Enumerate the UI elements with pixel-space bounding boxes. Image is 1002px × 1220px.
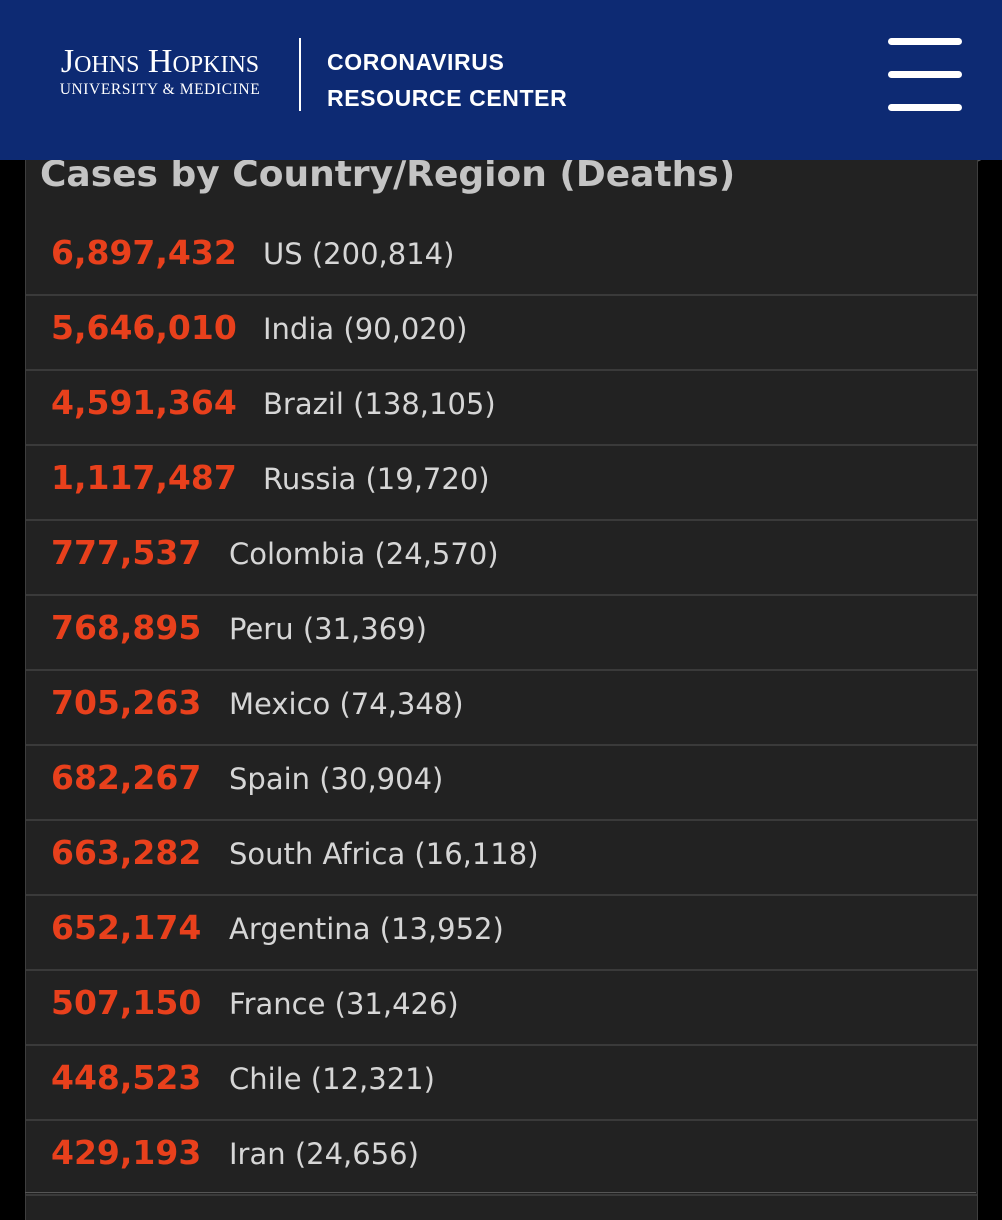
country-row[interactable]: 1,117,487 Russia (19,720) (26, 446, 977, 521)
country-deaths: Mexico (74,348) (229, 687, 464, 721)
hamburger-menu-icon[interactable] (888, 38, 962, 112)
case-count: 448,523 (51, 1058, 202, 1097)
logo-wordmark: Johns Hopkins (60, 43, 260, 80)
country-row[interactable]: 448,523 Chile (12,321) (26, 1046, 977, 1121)
country-deaths: Chile (12,321) (229, 1062, 435, 1096)
case-count: 768,895 (51, 608, 202, 647)
country-row[interactable]: 6,897,432 US (200,814) (26, 221, 977, 296)
menu-bar-bottom (888, 104, 962, 111)
case-count: 507,150 (51, 983, 202, 1022)
logo-subtitle: UNIVERSITY & MEDICINE (59, 81, 261, 98)
country-deaths: Russia (19,720) (263, 462, 490, 496)
site-title[interactable]: CORONAVIRUS RESOURCE CENTER (327, 44, 567, 116)
country-deaths: Iran (24,656) (229, 1137, 419, 1171)
country-row[interactable]: 705,263 Mexico (74,348) (26, 671, 977, 746)
case-count: 429,193 (51, 1133, 202, 1172)
country-row[interactable]: 768,895 Peru (31,369) (26, 596, 977, 671)
country-row[interactable]: 663,282 South Africa (16,118) (26, 821, 977, 896)
jhu-logo[interactable]: Johns Hopkins UNIVERSITY & MEDICINE (38, 44, 282, 100)
country-deaths: Colombia (24,570) (229, 537, 499, 571)
country-deaths: India (90,020) (263, 312, 468, 346)
site-header: Johns Hopkins UNIVERSITY & MEDICINE CORO… (0, 0, 1002, 160)
case-count: 777,537 (51, 533, 202, 572)
country-row[interactable]: 777,537 Colombia (24,570) (26, 521, 977, 596)
cases-by-country-panel: Cases by Country/Region (Deaths) 6,897,4… (25, 130, 978, 1220)
case-count: 663,282 (51, 833, 202, 872)
header-divider (299, 38, 301, 111)
country-row[interactable]: 4,591,364 Brazil (138,105) (26, 371, 977, 446)
menu-bar-middle (888, 71, 962, 78)
country-row[interactable]: 429,193 Iran (24,656) (26, 1121, 977, 1196)
panel-title: Cases by Country/Region (Deaths) (40, 154, 736, 195)
menu-bar-top (888, 38, 962, 45)
country-deaths: Spain (30,904) (229, 762, 444, 796)
site-title-line2: RESOURCE CENTER (327, 85, 568, 111)
case-count: 705,263 (51, 683, 202, 722)
case-count: 6,897,432 (51, 233, 237, 272)
case-count: 652,174 (51, 908, 202, 947)
panel-bottom-edge (25, 1192, 976, 1201)
country-row[interactable]: 507,150 France (31,426) (26, 971, 977, 1046)
country-deaths: South Africa (16,118) (229, 837, 539, 871)
case-count: 1,117,487 (51, 458, 237, 497)
case-count: 4,591,364 (51, 383, 237, 422)
country-list[interactable]: 6,897,432 US (200,814) 5,646,010 India (… (26, 221, 977, 1196)
country-deaths: Peru (31,369) (229, 612, 427, 646)
country-row[interactable]: 682,267 Spain (30,904) (26, 746, 977, 821)
site-title-line1: CORONAVIRUS (327, 49, 505, 75)
case-count: 5,646,010 (51, 308, 237, 347)
country-row[interactable]: 652,174 Argentina (13,952) (26, 896, 977, 971)
country-deaths: Argentina (13,952) (229, 912, 504, 946)
case-count: 682,267 (51, 758, 202, 797)
country-deaths: France (31,426) (229, 987, 459, 1021)
country-deaths: US (200,814) (263, 237, 455, 271)
country-row[interactable]: 5,646,010 India (90,020) (26, 296, 977, 371)
country-deaths: Brazil (138,105) (263, 387, 496, 421)
